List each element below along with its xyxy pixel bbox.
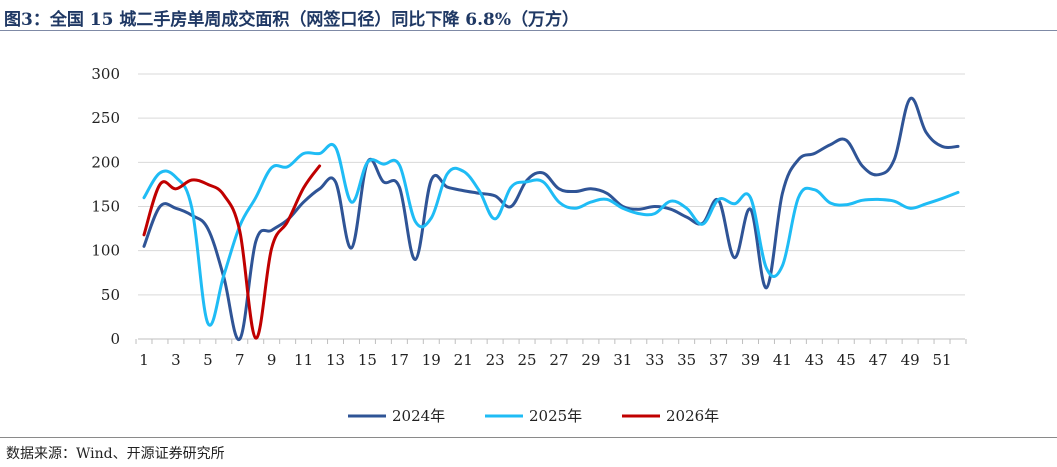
x-tick-label: 51 <box>932 351 951 369</box>
x-tick-label: 25 <box>518 351 537 369</box>
chart-title: 图3：全国 15 城二手房单周成交面积（网签口径）同比下降 6.8%（万方） <box>4 10 579 30</box>
x-tick-label: 29 <box>581 351 600 369</box>
x-tick-label: 39 <box>741 351 760 369</box>
y-tick-label: 250 <box>91 109 120 127</box>
source-divider <box>0 437 1057 438</box>
source-note: 数据来源：Wind、开源证券研究所 <box>6 446 225 462</box>
x-tick-label: 13 <box>326 351 345 369</box>
series-line-1 <box>142 96 960 341</box>
title-underline <box>0 30 1057 31</box>
x-tick-label: 7 <box>235 351 245 369</box>
x-tick-label: 37 <box>709 351 728 369</box>
x-tick-label: 31 <box>613 351 632 369</box>
x-tick-label: 45 <box>837 351 856 369</box>
series-line-3 <box>142 164 322 340</box>
title-bar: 图3：全国 15 城二手房单周成交面积（网签口径）同比下降 6.8%（万方） <box>0 0 1057 34</box>
x-tick-label: 5 <box>203 351 213 369</box>
x-tick-label: 43 <box>805 351 824 369</box>
y-tick-label: 300 <box>91 65 120 83</box>
x-tick-label: 1 <box>139 351 149 369</box>
x-tick-label: 17 <box>390 351 409 369</box>
x-tick-label: 27 <box>549 351 568 369</box>
x-tick-label: 23 <box>486 351 505 369</box>
x-tick-label: 3 <box>171 351 181 369</box>
series-line-2 <box>142 143 960 327</box>
x-tick-label: 41 <box>773 351 792 369</box>
y-tick-label: 200 <box>91 153 120 171</box>
series-lines <box>142 96 960 341</box>
legend-label: 2026年 <box>666 407 719 425</box>
x-tick-label: 19 <box>422 351 441 369</box>
y-axis-ticks: 0 50 100 150 200 250 300 <box>91 65 120 348</box>
x-tick-label: 11 <box>294 351 313 369</box>
legend-label: 2024年 <box>392 407 445 425</box>
x-tick-label: 47 <box>869 351 888 369</box>
y-tick-label: 50 <box>101 286 120 304</box>
x-tick-label: 21 <box>454 351 473 369</box>
x-axis: 1 3 5 7 9 11 13 15 17 19 21 23 25 27 29 31 33 35 37 39 41 43 4… <box>135 338 967 369</box>
x-tick-label: 49 <box>901 351 920 369</box>
x-tick-label: 15 <box>358 351 377 369</box>
legend-label: 2025年 <box>529 407 582 425</box>
x-tick-label: 33 <box>645 351 664 369</box>
y-tick-label: 100 <box>91 242 120 260</box>
legend: 2024年 2025年 2026年 <box>348 407 719 425</box>
x-tick-label: 9 <box>267 351 277 369</box>
y-tick-label: 0 <box>110 330 120 348</box>
gridlines <box>138 73 965 296</box>
y-tick-label: 150 <box>91 198 120 216</box>
x-tick-label: 35 <box>677 351 696 369</box>
